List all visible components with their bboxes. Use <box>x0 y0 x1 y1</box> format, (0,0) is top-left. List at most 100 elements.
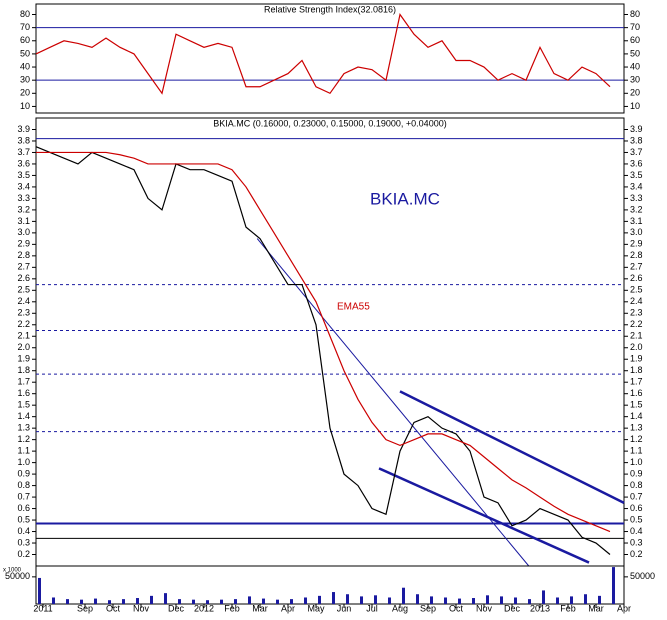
y-tick-label: 3.7 <box>17 147 30 157</box>
x-tick-label: Sep <box>420 603 436 613</box>
volume-bar <box>276 599 279 604</box>
y-tick-label: 30 <box>20 75 30 85</box>
volume-bar <box>598 595 601 604</box>
y-tick-label: 3.2 <box>17 204 30 214</box>
y-tick-label: 0.7 <box>630 491 643 501</box>
y-tick-label: 2.3 <box>17 308 30 318</box>
volume-bar <box>500 596 503 604</box>
volume-bar <box>94 598 97 604</box>
y-tick-label: 2.0 <box>17 342 30 352</box>
y-tick-label: 1.5 <box>630 400 643 410</box>
y-tick-label: 0.6 <box>17 503 30 513</box>
x-tick-label: Mar <box>588 603 604 613</box>
y-tick-label: 50000 <box>5 571 30 581</box>
volume-bar <box>374 595 377 604</box>
y-tick-label: 70 <box>20 22 30 32</box>
trend-line <box>378 467 590 564</box>
symbol-label: BKIA.MC <box>370 189 440 208</box>
trend-line <box>256 238 530 567</box>
volume-bar <box>178 599 181 604</box>
volume-bar <box>290 599 293 604</box>
volume-bar <box>346 594 349 604</box>
y-tick-label: 1.6 <box>17 388 30 398</box>
y-tick-label: 10 <box>630 101 640 111</box>
volume-bar <box>52 597 55 604</box>
series-line <box>35 13 611 95</box>
y-tick-label: 2.4 <box>630 296 643 306</box>
y-tick-label: 2.0 <box>630 342 643 352</box>
x-tick-label: Oct <box>449 603 464 613</box>
y-tick-label: 0.6 <box>630 503 643 513</box>
y-tick-label: 1.1 <box>17 446 30 456</box>
y-tick-label: 0.8 <box>630 480 643 490</box>
volume-bar <box>570 596 573 604</box>
y-tick-label: 2.7 <box>17 262 30 272</box>
y-tick-label: 0.9 <box>630 468 643 478</box>
x-tick-label: Nov <box>133 603 150 613</box>
y-tick-label: 3.8 <box>630 135 643 145</box>
y-tick-label: 10 <box>20 101 30 111</box>
volume-bar <box>332 592 335 604</box>
y-tick-label: 0.8 <box>17 480 30 490</box>
y-tick-label: 2.5 <box>630 285 643 295</box>
y-tick-label: 0.3 <box>17 537 30 547</box>
y-tick-label: 0.3 <box>630 537 643 547</box>
chart-title: Relative Strength Index(32.0816) <box>264 4 396 14</box>
y-tick-label: 20 <box>20 88 30 98</box>
volume-bar <box>38 577 41 604</box>
volume-bar <box>136 598 139 604</box>
volume-bar <box>472 598 475 604</box>
y-tick-label: 3.9 <box>17 124 30 134</box>
y-tick-label: 60 <box>20 35 30 45</box>
volume-bar <box>234 599 237 604</box>
volume-bar <box>584 594 587 604</box>
panel-frame <box>35 3 625 114</box>
y-tick-label: 3.1 <box>630 216 643 226</box>
x-tick-label: Nov <box>476 603 493 613</box>
y-tick-label: 0.9 <box>17 468 30 478</box>
x-tick-label: Mar <box>252 603 268 613</box>
x-tick-label: Feb <box>560 603 576 613</box>
y-tick-label: 1.9 <box>17 354 30 364</box>
y-tick-label: 3.2 <box>630 204 643 214</box>
y-tick-label: 2.8 <box>17 250 30 260</box>
x-tick-label: Oct <box>106 603 121 613</box>
y-tick-label: 70 <box>630 22 640 32</box>
y-tick-label: 30 <box>630 75 640 85</box>
volume-bar <box>262 598 265 604</box>
volume-bar <box>220 599 223 604</box>
x-tick-label: Feb <box>224 603 240 613</box>
y-tick-label: 1.7 <box>630 377 643 387</box>
y-tick-label: 0.7 <box>17 491 30 501</box>
y-tick-label: 0.2 <box>17 549 30 559</box>
x-tick-label: 2013 <box>530 603 550 613</box>
y-tick-label: 1.3 <box>630 423 643 433</box>
volume-bar <box>192 599 195 604</box>
volume-bar <box>66 599 69 604</box>
y-tick-label: 3.7 <box>630 147 643 157</box>
y-tick-label: 1.4 <box>630 411 643 421</box>
volume-bar <box>388 597 391 604</box>
x-tick-label: 2011 <box>33 603 52 613</box>
y-tick-label: 1.0 <box>630 457 643 467</box>
y-tick-label: 1.2 <box>630 434 643 444</box>
y-tick-label: 40 <box>630 61 640 71</box>
volume-bar <box>458 598 461 604</box>
y-tick-label: 3.5 <box>17 170 30 180</box>
series-line <box>35 146 611 555</box>
volume-bar <box>402 587 405 604</box>
y-tick-label: 1.9 <box>630 354 643 364</box>
x-tick-label: Dec <box>168 603 185 613</box>
chart-title: BKIA.MC (0.16000, 0.23000, 0.15000, 0.19… <box>213 118 446 128</box>
x-tick-label: Apr <box>281 603 295 613</box>
volume-bar <box>150 595 153 604</box>
y-tick-label: 1.2 <box>17 434 30 444</box>
volume-bar <box>164 593 167 604</box>
x-tick-label: May <box>307 603 325 613</box>
y-tick-label: 0.2 <box>630 549 643 559</box>
y-tick-label: 1.5 <box>17 400 30 410</box>
y-tick-label: 2.4 <box>17 296 30 306</box>
y-tick-label: 1.1 <box>630 446 643 456</box>
